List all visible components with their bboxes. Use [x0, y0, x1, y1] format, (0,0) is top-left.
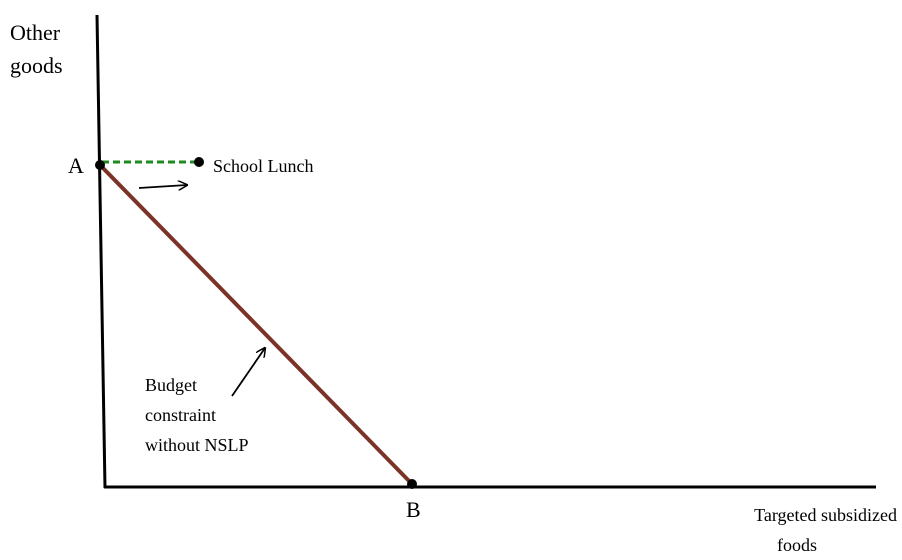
annotation: constraint	[145, 405, 216, 425]
budget-line	[98, 163, 414, 486]
y-axis-label: goods	[10, 53, 63, 78]
school-lunch-point	[194, 157, 204, 167]
point-a	[95, 160, 105, 170]
point-label: A	[68, 153, 84, 178]
annotation: Budget	[145, 375, 197, 395]
point-b	[407, 479, 417, 489]
annotation: School Lunch	[213, 156, 314, 176]
annotation-arrow	[231, 348, 265, 397]
x-axis-label: foods	[777, 535, 817, 555]
point-label: B	[406, 497, 421, 522]
shift-arrow	[138, 185, 187, 188]
x-axis-label: Targeted subsidized	[754, 505, 897, 525]
y-axis	[95, 14, 107, 489]
annotation: without NSLP	[145, 435, 249, 455]
y-axis-label: Other	[10, 20, 61, 45]
